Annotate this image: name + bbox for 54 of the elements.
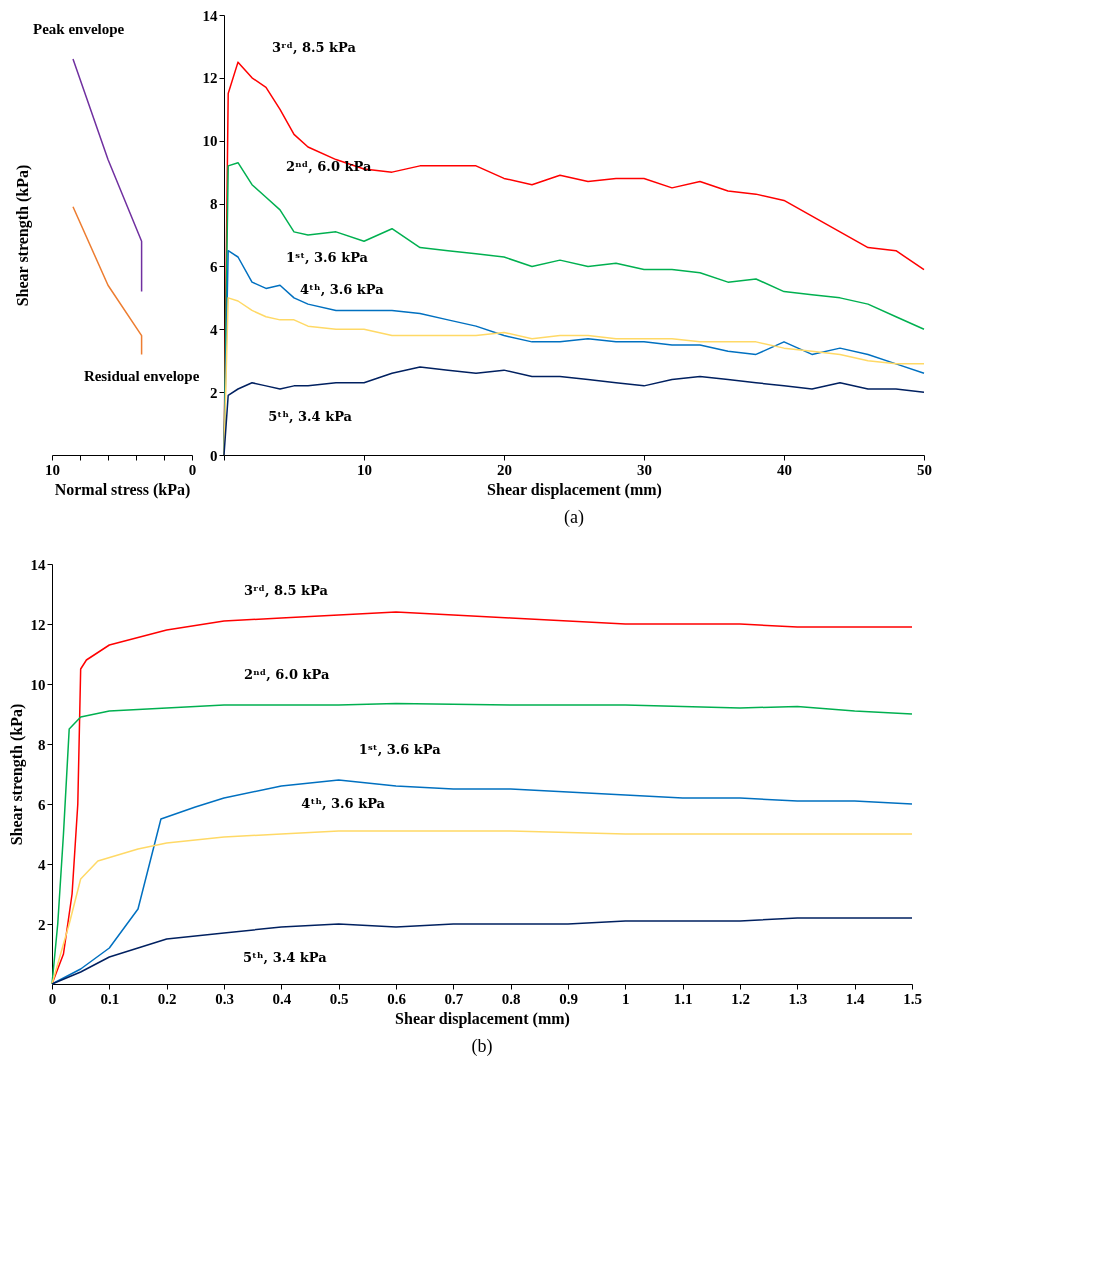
annotation: 2ⁿᵈ, 6.0 kPa [244,667,330,682]
x-tick-label: 10 [357,461,372,478]
annotation: 3ʳᵈ, 8.5 kPa [244,583,329,598]
x-axis-title: Shear displacement (mm) [487,480,662,499]
annotation: 4ᵗʰ, 3.6 kPa [300,281,385,297]
x-tick-label: 0.3 [215,990,234,1007]
x-tick-label: 1.2 [731,990,750,1007]
x-tick-label: 0.7 [444,990,464,1007]
annotation: 1ˢᵗ, 3.6 kPa [286,250,369,266]
x-tick-label: 0.1 [100,990,120,1007]
annotation: 3ʳᵈ, 8.5 kPa [272,39,357,55]
x-tick-label: 30 [637,461,652,478]
y-tick-label: 4 [210,321,218,338]
x-tick-label: 1.1 [673,990,693,1007]
y-tick-label: 2 [210,384,218,401]
x-tick-label: 0.4 [272,990,292,1007]
x-tick-label: 0.6 [387,990,407,1007]
y-tick-label: 8 [38,736,46,753]
x-tick-label: 1.3 [788,990,808,1007]
x-tick-label: 20 [497,461,512,478]
x-tick-label: 1 [622,990,630,1007]
x-axis-title: Shear displacement (mm) [395,1009,570,1028]
y-tick-label: 6 [38,796,46,813]
x-tick-label: 0.5 [329,990,349,1007]
x-tick-label: 0 [188,461,197,478]
y-tick-label: 10 [202,133,218,150]
text: (b) [471,1036,493,1057]
series-label: Residual envelope [83,368,200,385]
y-tick-label: 10 [30,676,46,693]
y-tick-label: 14 [30,556,46,573]
y-tick-label: 2 [38,916,46,933]
y-tick-label: 12 [202,70,218,87]
y-tick-label: 14 [202,7,218,24]
y-tick-label: 6 [210,258,218,275]
y-tick-label: 8 [210,196,218,213]
x-tick-label: 40 [777,461,792,478]
x-tick-label: 50 [917,461,932,478]
text: Peak envelope [33,21,125,37]
annotation: 4ᵗʰ, 3.6 kPa [301,796,386,811]
y-tick-label: 12 [30,616,46,633]
text: (a) [564,507,584,528]
x-axis-title: Normal stress (kPa) [54,480,191,499]
annotation: 1ˢᵗ, 3.6 kPa [358,742,442,757]
y-axis-title: Shear strength (kPa) [7,703,26,846]
y-axis-title: Shear strength (kPa) [13,164,32,307]
x-tick-label: 1.4 [845,990,866,1007]
x-tick-label: 0.2 [157,990,177,1007]
y-tick-label: 0 [210,447,218,464]
annotation: 5ᵗʰ, 3.4 kPa [268,408,353,424]
x-tick-label: 1.5 [903,990,922,1007]
x-tick-label: 0.9 [559,990,578,1007]
x-tick-label: 0.8 [501,990,521,1007]
annotation: 5ᵗʰ, 3.4 kPa [242,950,328,965]
y-tick-label: 4 [38,856,46,873]
